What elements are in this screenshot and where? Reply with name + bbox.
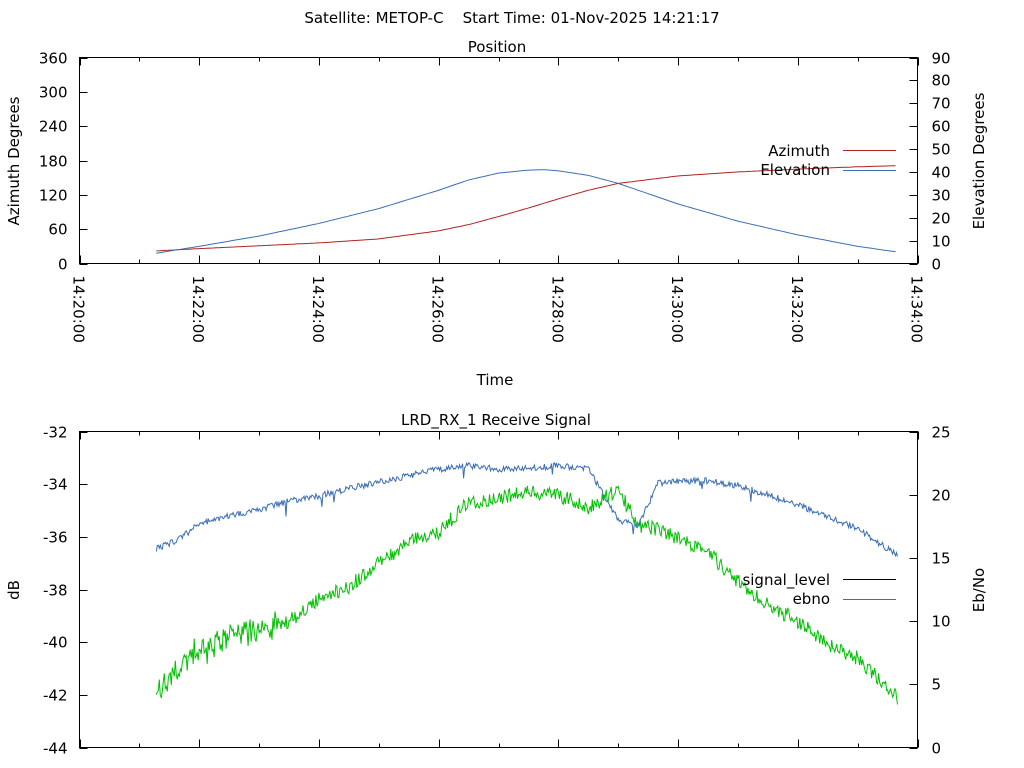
ebno-axis-label: Eb/No: [970, 568, 988, 612]
legend-label-signal-level: signal_level: [742, 571, 830, 590]
position-plot-area: [79, 57, 918, 264]
signal-tick-marks: [79, 431, 919, 749]
y-tick-label-2: 120: [39, 187, 68, 205]
y-tick-label-3: 180: [39, 153, 68, 171]
signal-tick-labels: -44 -42 -40 -38 -36 -34 -32 0 5 10 15 20 25: [43, 424, 951, 758]
y2-tick-label-3: 15: [932, 550, 951, 568]
y-tick-label-4: 240: [39, 118, 68, 136]
y-tick-label-6: -32: [43, 424, 68, 442]
y2-tick-label-2: 20: [932, 210, 951, 228]
ebno-series-line: [155, 461, 898, 558]
position-tick-marks: [79, 57, 919, 265]
elevation-series-line: [156, 169, 896, 254]
x-tick-label-3: 14:26:00: [429, 276, 447, 343]
y2-tick-label-0: 0: [932, 256, 942, 274]
y-tick-label-0: -44: [43, 740, 68, 758]
y-tick-label-0: 0: [58, 256, 68, 274]
position-chart-title: Position: [468, 38, 526, 56]
x-tick-label-0: 14:20:00: [70, 276, 88, 343]
signal-plot-area: [79, 431, 918, 748]
x-tick-label-5: 14:30:00: [668, 276, 686, 343]
position-tick-labels: 14:20:00 14:22:00 14:24:00 14:26:00 14:28:00…: [39, 50, 951, 343]
time-axis-label: Time: [476, 371, 514, 389]
position-chart: Position 14:20:00 14:22:00 14:24:00 14:26:0…: [5, 38, 988, 389]
y-tick-label-2: -40: [43, 634, 68, 652]
x-tick-label-2: 14:24:00: [309, 276, 327, 343]
legend-label-elevation: Elevation: [760, 161, 830, 179]
legend-label-ebno: ebno: [793, 590, 830, 608]
y2-tick-label-4: 40: [932, 164, 951, 182]
signal-legend: signal_level ebno: [742, 571, 896, 608]
position-legend: Azimuth Elevation: [760, 142, 896, 179]
signal-chart: LRD_RX_1 Receive Signal -44-42-40-38-36-…: [5, 411, 988, 758]
y-tick-label-1: 60: [48, 221, 67, 239]
x-tick-label-4: 14:28:00: [548, 276, 566, 343]
signal-level-series-line: [155, 485, 898, 705]
position-series-lines: [156, 165, 896, 254]
x-tick-label-7: 14:34:00: [908, 276, 926, 343]
y2-tick-label-8: 80: [932, 72, 951, 90]
signal-series-lines: [155, 461, 898, 705]
page-title: Satellite: METOP-C Start Time: 01-Nov-20…: [304, 9, 719, 27]
y2-tick-label-0: 0: [932, 740, 942, 758]
legend-label-azimuth: Azimuth: [768, 142, 830, 160]
signal-chart-title: LRD_RX_1 Receive Signal: [401, 411, 591, 430]
y2-tick-label-1: 5: [932, 676, 942, 694]
y-tick-label-3: -38: [43, 582, 68, 600]
azimuth-axis-label: Azimuth Degrees: [5, 96, 23, 225]
y2-tick-label-9: 90: [932, 50, 951, 68]
y-tick-label-5: -34: [43, 476, 68, 494]
y-tick-label-1: -42: [43, 687, 68, 705]
y2-tick-label-4: 20: [932, 487, 951, 505]
x-tick-label-6: 14:32:00: [788, 276, 806, 343]
y2-tick-label-1: 10: [932, 233, 951, 251]
y2-tick-label-7: 70: [932, 95, 951, 113]
y2-tick-label-6: 60: [932, 118, 951, 136]
y2-tick-label-3: 30: [932, 187, 951, 205]
y2-tick-label-5: 25: [932, 424, 951, 442]
y-tick-label-5: 300: [39, 84, 68, 102]
y-tick-label-6: 360: [39, 50, 68, 68]
x-tick-label-1: 14:22:00: [189, 276, 207, 343]
elevation-axis-label: Elevation Degrees: [970, 92, 988, 229]
y2-tick-label-5: 50: [932, 141, 951, 159]
y2-tick-label-2: 10: [932, 613, 951, 631]
azimuth-series-line: [156, 165, 896, 252]
db-axis-label: dB: [5, 580, 23, 600]
y-tick-label-4: -36: [43, 529, 68, 547]
